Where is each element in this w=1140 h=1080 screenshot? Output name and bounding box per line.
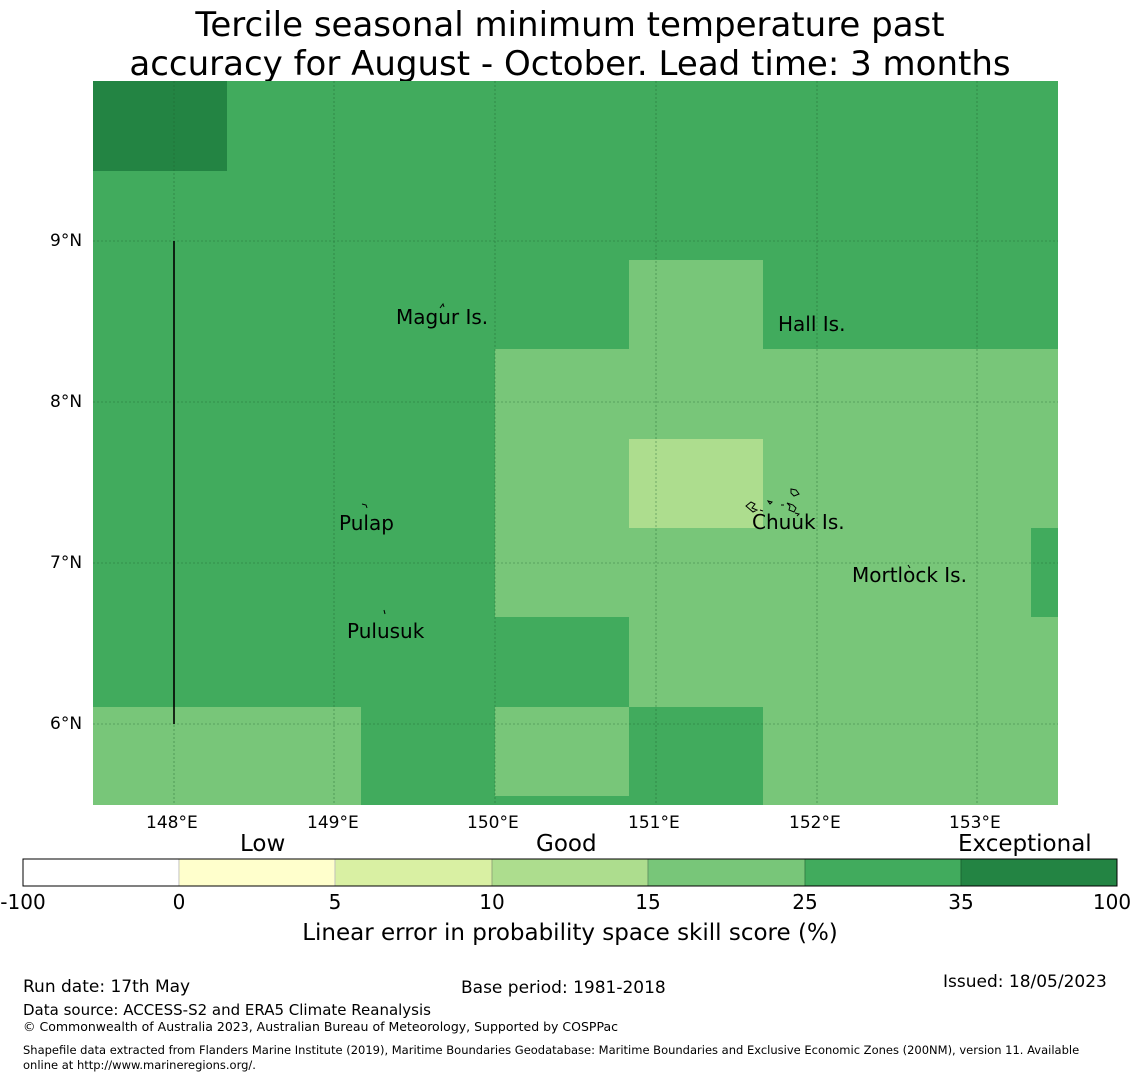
copyright-notice: © Commonwealth of Australia 2023, Austra… <box>23 1019 618 1034</box>
colorbar-segment <box>647 858 806 887</box>
skill-cell-exceptional <box>93 81 227 171</box>
lon-label: 152°E <box>789 813 841 833</box>
run-date: Run date: 17th May <box>23 977 191 997</box>
skill-cell-region-southwest <box>93 707 361 805</box>
skill-cell-good-high <box>629 439 763 528</box>
colorbar-tick-label: 15 <box>635 890 661 914</box>
place-label: Pulap <box>339 511 394 535</box>
shapefile-credit: online at http://www.marineregions.org/. <box>23 1058 256 1072</box>
colorbar-segment <box>491 858 649 887</box>
skill-cell-patch-east <box>1031 528 1058 617</box>
lat-label: 6°N <box>50 714 83 734</box>
place-label: Chuuk Is. <box>752 510 845 534</box>
shapefile-credit: Shapefile data extracted from Flanders M… <box>23 1043 1080 1057</box>
colorbar-segment <box>804 858 962 887</box>
colorbar-segment <box>334 858 493 887</box>
data-source: Data source: ACCESS-S2 and ERA5 Climate … <box>23 1001 431 1019</box>
map-title-line-1: Tercile seasonal minimum temperature pas… <box>195 5 945 45</box>
place-label: Magur Is. <box>396 305 489 329</box>
place-label: Mortlock Is. <box>852 563 967 587</box>
lat-label: 7°N <box>50 553 83 573</box>
island-outlines <box>361 302 911 615</box>
lon-label: 149°E <box>307 813 359 833</box>
lat-label: 9°N <box>50 231 83 251</box>
colorbar-tick-label: 10 <box>479 890 505 914</box>
lon-label: 150°E <box>467 813 519 833</box>
colorbar-tick-label: 5 <box>328 890 342 914</box>
colorbar-category-label: Good <box>536 831 597 857</box>
colorbar-segment <box>178 858 336 887</box>
skill-cell-patch-south <box>629 707 763 805</box>
skill-cell-region-east <box>495 349 1058 617</box>
colorbar-tick-label: 25 <box>792 890 818 914</box>
lon-label: 148°E <box>146 813 198 833</box>
colorbar-tick-label: 0 <box>172 890 186 914</box>
colorbar-tick-label: 100 <box>1092 890 1132 914</box>
lon-label: 153°E <box>949 813 1001 833</box>
colorbar-category-label: Exceptional <box>958 831 1092 857</box>
colorbar-title: Linear error in probability space skill … <box>302 920 838 946</box>
issued-date: Issued: 18/05/2023 <box>943 972 1107 992</box>
place-label: Hall Is. <box>778 312 846 336</box>
skill-cell-region-north <box>629 260 763 349</box>
lat-label: 8°N <box>50 392 83 412</box>
lon-label: 151°E <box>628 813 680 833</box>
colorbar <box>22 858 1118 887</box>
map-title-line-2: accuracy for August - October. Lead time… <box>129 44 1011 84</box>
skill-cell-region-south <box>495 707 629 796</box>
colorbar-segment <box>960 858 1118 887</box>
colorbar-tick-label: -100 <box>0 890 46 914</box>
place-label: Pulusuk <box>347 619 425 643</box>
colorbar-frame <box>22 858 1118 887</box>
colorbar-category-label: Low <box>240 831 286 857</box>
base-period: Base period: 1981-2018 <box>461 978 666 998</box>
colorbar-segment <box>22 858 180 887</box>
colorbar-tick-label: 35 <box>948 890 974 914</box>
